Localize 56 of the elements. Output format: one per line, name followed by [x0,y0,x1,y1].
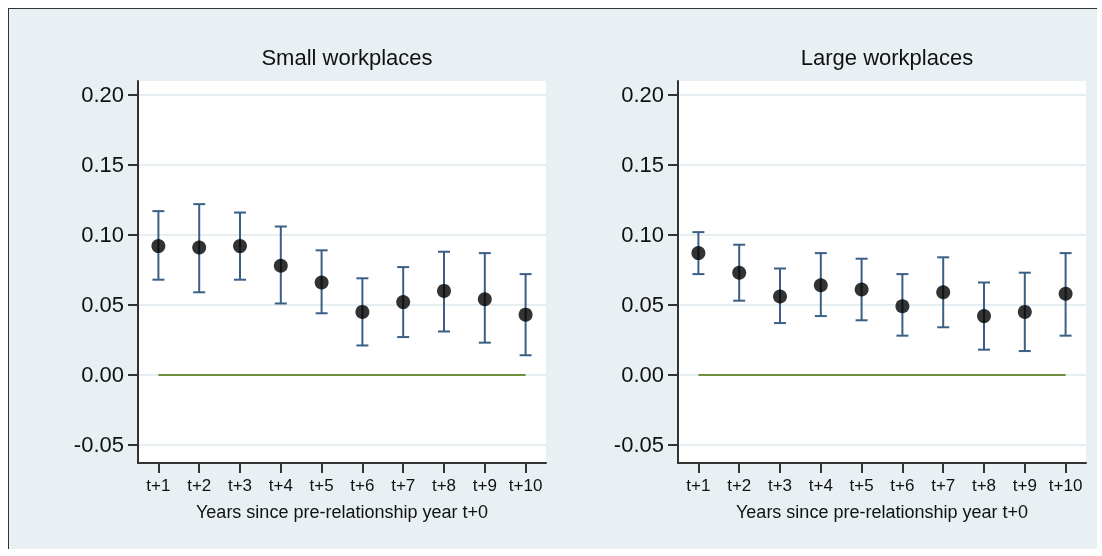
x-tick-label: t+8 [971,476,997,495]
point [273,258,288,273]
chart-title: Large workplaces [800,44,974,70]
x-axis-title: Years since pre-relationship year t+0 [736,502,1028,522]
y-tick-label: 0.10 [621,222,664,248]
point [192,240,207,255]
x-axis-title: Years since pre-relationship year t+0 [196,502,488,522]
point [314,275,329,290]
chart-title: Small workplaces [261,44,433,70]
point [977,309,991,324]
point [773,289,787,304]
x-tick-label: t+9 [1012,476,1037,495]
point [1058,286,1073,301]
y-tick-label: 0.10 [81,222,124,248]
x-tick-label: t+7 [391,476,416,495]
x-tick-label: t+8 [431,476,457,495]
y-tick-label: 0.15 [81,152,124,178]
x-tick-label: t+3 [767,476,793,495]
point [1017,304,1032,319]
point [691,246,706,261]
point [518,307,533,322]
y-tick-label: 0.05 [81,292,124,318]
y-tick-label: -0.05 [73,432,124,458]
x-tick-label: t+1 [146,476,171,495]
y-tick-label: 0.00 [81,362,124,388]
x-tick-label: t+4 [268,476,293,495]
point [732,265,747,280]
y-tick-label: 0.20 [621,82,664,108]
y-tick-label: 0.20 [81,82,124,108]
point [151,239,166,254]
x-tick-label: t+10 [508,476,543,495]
point [437,283,451,298]
x-tick-label: t+2 [727,476,752,495]
x-tick-label: t+4 [808,476,833,495]
point [355,304,370,319]
x-tick-label: t+7 [931,476,956,495]
point [233,239,247,254]
point [813,278,828,293]
y-tick-label: -0.05 [613,432,664,458]
x-tick-label: t+6 [890,476,915,495]
x-tick-label: t+10 [1048,476,1083,495]
x-tick-label: t+1 [686,476,711,495]
point [895,299,910,314]
x-tick-label: t+2 [187,476,212,495]
point [854,282,869,297]
point [396,295,411,310]
x-tick-label: t+6 [350,476,375,495]
y-tick-label: 0.15 [621,152,664,178]
y-tick-label: 0.05 [621,292,664,318]
x-tick-label: t+3 [227,476,253,495]
x-tick-label: t+5 [309,476,334,495]
y-tick-label: 0.00 [621,362,664,388]
point [936,285,951,300]
point [477,292,492,307]
x-tick-label: t+9 [472,476,497,495]
x-tick-label: t+5 [849,476,874,495]
